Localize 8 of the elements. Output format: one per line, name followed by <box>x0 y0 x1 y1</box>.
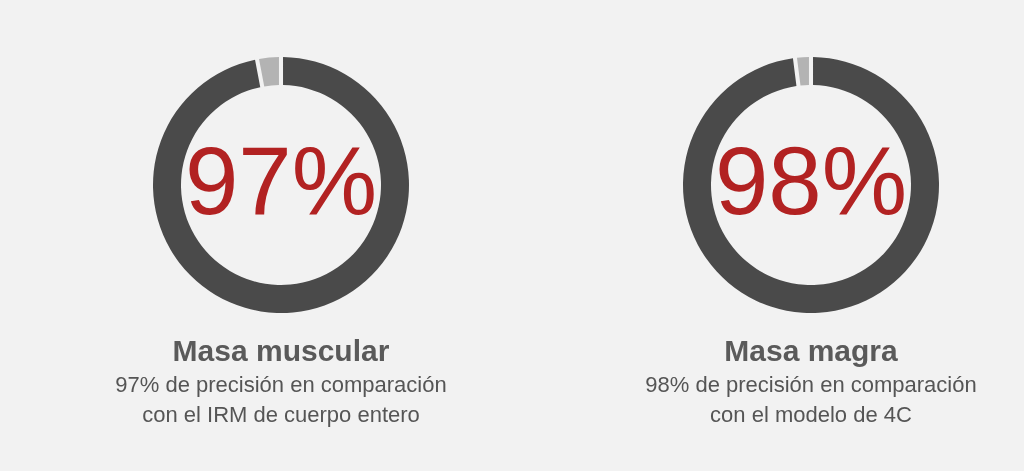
donut-slice <box>796 57 809 86</box>
text: 97% de precisión en comparación con el IRM de cuerpo entero <box>115 372 447 427</box>
text: Masa magra <box>724 334 899 367</box>
text: 98% de precisión en comparación con el modelo de 4C <box>645 372 977 427</box>
donut-slice <box>259 57 279 87</box>
data-label: 98% <box>714 127 908 234</box>
data-label: 97% <box>184 127 378 234</box>
text: Masa muscular <box>172 334 390 367</box>
